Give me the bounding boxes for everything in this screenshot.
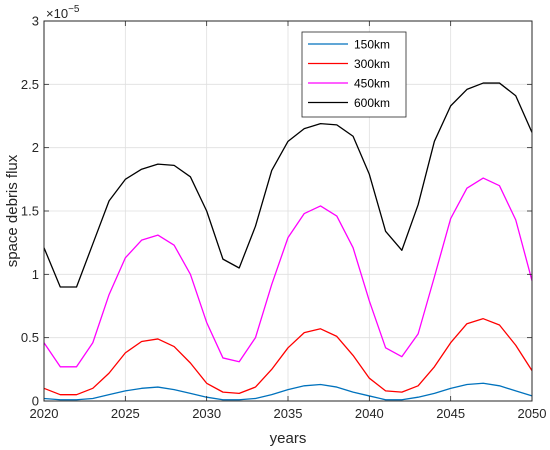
y-tick-label: 0 [32,394,39,409]
grid [43,20,533,402]
y-tick-label: 0.5 [21,330,39,345]
y-exponent-base: ×10 [46,6,68,21]
legend-label-450km: 450km [354,77,390,91]
tick-labels: 2020 2025 2030 2035 2040 2045 2050 0 0.5 1 1.5 2 2.5… [21,14,547,422]
legend-label-150km: 150km [354,38,390,52]
series-line-150km [43,382,533,401]
series-line-450km [43,177,533,368]
y-tick-label: 1 [32,267,39,282]
y-tick-label: 2 [32,140,39,155]
x-tick-label: 2025 [111,406,140,421]
ticks [43,20,533,402]
legend: 150km 300km 450km 600km [301,31,407,118]
x-axis-title: years [270,430,307,447]
x-tick-label: 2050 [518,406,547,421]
x-tick-label: 2030 [192,406,221,421]
series-line-600km [43,82,533,288]
x-tick-label: 2020 [30,406,59,421]
legend-label-300km: 300km [354,57,390,71]
y-axis-title: space debris flux [4,154,21,267]
x-tick-label: 2040 [355,406,384,421]
series-lines [43,82,533,401]
legend-label-600km: 600km [354,96,390,110]
y-exponent-power: −5 [68,4,80,15]
y-axis-exponent: ×10−5 [46,4,80,21]
series-line-300km [43,318,533,396]
y-tick-label: 1.5 [21,204,39,219]
x-tick-label: 2045 [436,406,465,421]
y-tick-label: 2.5 [21,77,39,92]
y-tick-label: 3 [32,14,39,29]
x-tick-label: 2035 [274,406,303,421]
